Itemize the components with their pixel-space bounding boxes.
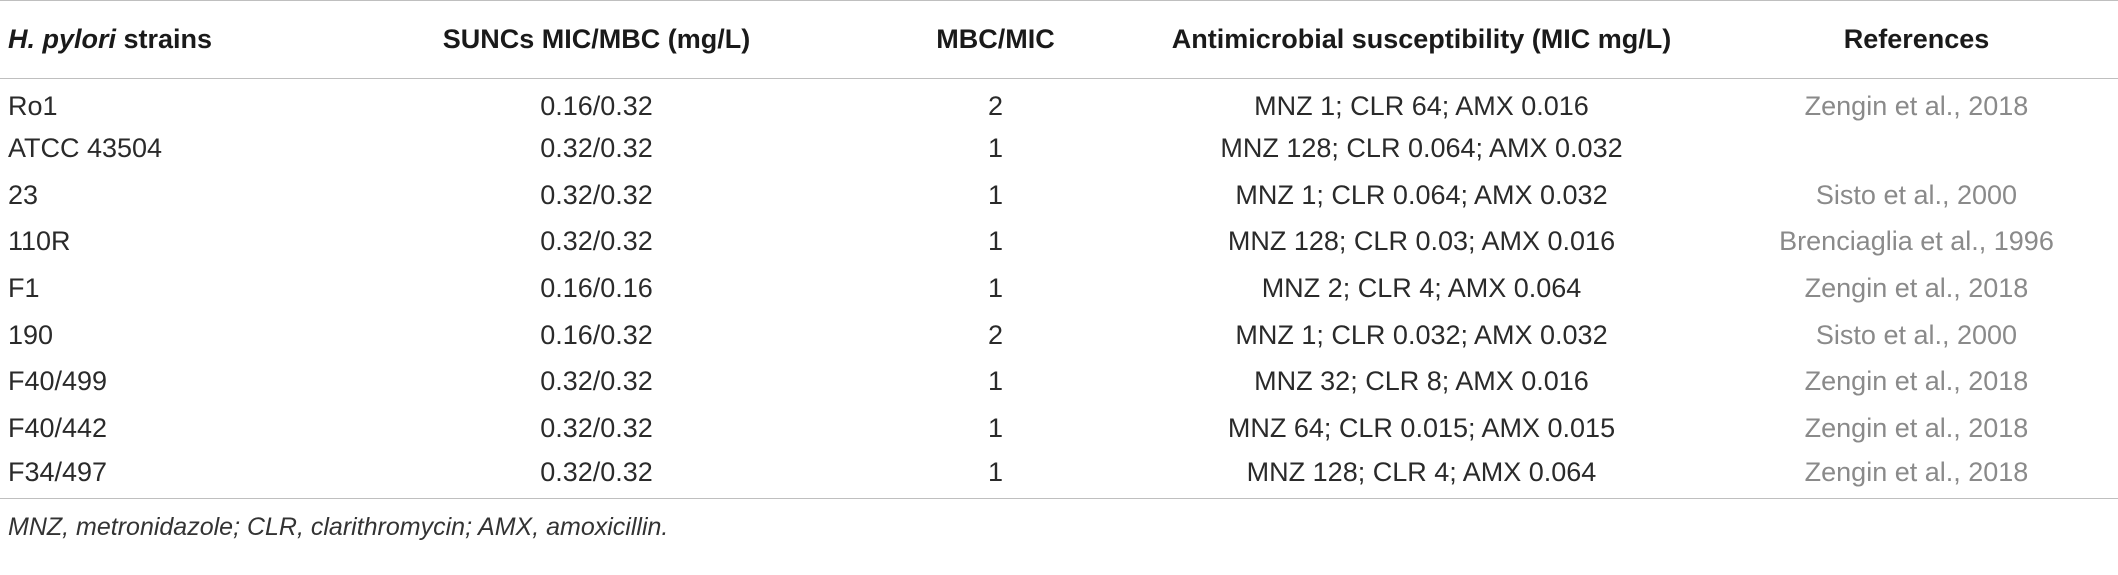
cell-suncs-mic-mbc: 0.32/0.32 <box>330 452 863 500</box>
header-strains-genus: H. pylori <box>8 24 117 54</box>
table-row: 190 0.16/0.32 2 MNZ 1; CLR 0.032; AMX 0.032… <box>0 312 2118 359</box>
table-row: 23 0.32/0.32 1 MNZ 1; CLR 0.064; AMX 0.032 S… <box>0 172 2118 219</box>
data-table-container: H. pylori strains SUNCs MIC/MBC (mg/L) M… <box>0 0 2118 542</box>
cell-antimicrobial-susceptibility: MNZ 1; CLR 0.064; AMX 0.032 <box>1235 179 1608 210</box>
cell-antimicrobial-susceptibility: MNZ 128; CLR 0.03; AMX 0.016 <box>1227 226 1616 257</box>
cell-strain: ATCC 43504 <box>8 133 163 164</box>
table-footnote: MNZ, metronidazole; CLR, clarithromycin;… <box>8 513 669 542</box>
cell-strain: F34/497 <box>0 452 330 500</box>
header-ratio: MBC/MIC <box>863 0 1128 79</box>
table-header-row: H. pylori strains SUNCs MIC/MBC (mg/L) M… <box>0 0 2118 79</box>
table-row: F40/442 0.32/0.32 1 MNZ 64; CLR 0.015; AMX … <box>0 405 2118 452</box>
cell-strain: 110R <box>8 226 71 257</box>
cell-strain: F1 <box>8 273 40 304</box>
table-body: Ro1 0.16/0.32 2 MNZ 1; CLR 64; AMX 0.016 Zen… <box>0 79 2118 500</box>
cell-mbc-mic-ratio: 1 <box>987 226 1004 257</box>
cell-suncs-mic-mbc: 0.32/0.32 <box>540 179 653 210</box>
header-strains-suffix: strains <box>116 24 213 54</box>
cell-reference: Zengin et al., 2018 <box>1804 90 2029 121</box>
cell-reference: Sisto et al., 2000 <box>1815 319 2018 350</box>
cell-antimicrobial-susceptibility: MNZ 128; CLR 4; AMX 0.064 <box>1128 452 1715 500</box>
table-row: ATCC 43504 0.32/0.32 1 MNZ 128; CLR 0.064; … <box>0 125 2118 172</box>
cell-reference: Zengin et al., 2018 <box>1804 366 2029 397</box>
cell-antimicrobial-susceptibility: MNZ 64; CLR 0.015; AMX 0.015 <box>1227 413 1616 444</box>
cell-mbc-mic-ratio: 1 <box>863 452 1128 500</box>
cell-reference: Zengin et al., 2018 <box>1804 273 2029 304</box>
cell-mbc-mic-ratio: 1 <box>987 133 1004 164</box>
cell-suncs-mic-mbc: 0.32/0.32 <box>540 226 653 257</box>
table-row: 110R 0.32/0.32 1 MNZ 128; CLR 0.03; AMX 0.0… <box>0 219 2118 266</box>
cell-suncs-mic-mbc: 0.32/0.32 <box>540 133 653 164</box>
cell-reference: Brenciaglia et al., 1996 <box>1779 226 2054 257</box>
cell-suncs-mic-mbc: 0.32/0.32 <box>540 366 653 397</box>
cell-strain: F40/442 <box>8 413 108 444</box>
cell-suncs-mic-mbc: 0.16/0.16 <box>540 273 653 304</box>
cell-antimicrobial-susceptibility: MNZ 32; CLR 8; AMX 0.016 <box>1254 366 1589 397</box>
cell-mbc-mic-ratio: 1 <box>987 179 1004 210</box>
table-row: F1 0.16/0.16 1 MNZ 2; CLR 4; AMX 0.064 Zengi… <box>0 265 2118 312</box>
cell-strain: 190 <box>8 319 54 350</box>
cell-antimicrobial-susceptibility: MNZ 128; CLR 0.064; AMX 0.032 <box>1220 133 1623 164</box>
header-strains: H. pylori strains <box>0 0 330 79</box>
table-row: F34/497 0.32/0.32 1 MNZ 128; CLR 4; AMX 0.0… <box>0 452 2118 500</box>
cell-suncs-mic-mbc: 0.16/0.32 <box>540 319 653 350</box>
cell-mbc-mic-ratio: 2 <box>987 90 1004 121</box>
cell-suncs-mic-mbc: 0.32/0.32 <box>540 413 653 444</box>
cell-strain: F40/499 <box>8 366 108 397</box>
cell-reference: Zengin et al., 2018 <box>1804 413 2029 444</box>
cell-suncs-mic-mbc: 0.16/0.32 <box>540 90 653 121</box>
susceptibility-table: H. pylori strains SUNCs MIC/MBC (mg/L) M… <box>0 0 2118 500</box>
cell-mbc-mic-ratio: 1 <box>987 366 1004 397</box>
cell-strain: 23 <box>8 179 39 210</box>
cell-mbc-mic-ratio: 1 <box>987 273 1004 304</box>
table-row: Ro1 0.16/0.32 2 MNZ 1; CLR 64; AMX 0.016 Zen… <box>0 79 2118 126</box>
cell-mbc-mic-ratio: 2 <box>987 319 1004 350</box>
cell-strain: Ro1 <box>8 90 58 121</box>
cell-antimicrobial-susceptibility: MNZ 1; CLR 64; AMX 0.016 <box>1254 90 1589 121</box>
cell-reference <box>1715 125 2118 172</box>
cell-mbc-mic-ratio: 1 <box>987 413 1004 444</box>
cell-antimicrobial-susceptibility: MNZ 1; CLR 0.032; AMX 0.032 <box>1235 319 1608 350</box>
table-row: F40/499 0.32/0.32 1 MNZ 32; CLR 8; AMX 0.01… <box>0 359 2118 406</box>
cell-reference: Zengin et al., 2018 <box>1715 452 2118 500</box>
header-susceptibility: Antimicrobial susceptibility (MIC mg/L) <box>1128 0 1715 79</box>
cell-reference: Sisto et al., 2000 <box>1815 179 2018 210</box>
cell-antimicrobial-susceptibility: MNZ 2; CLR 4; AMX 0.064 <box>1261 273 1582 304</box>
header-references: References <box>1715 0 2118 79</box>
header-suncs: SUNCs MIC/MBC (mg/L) <box>330 0 863 79</box>
